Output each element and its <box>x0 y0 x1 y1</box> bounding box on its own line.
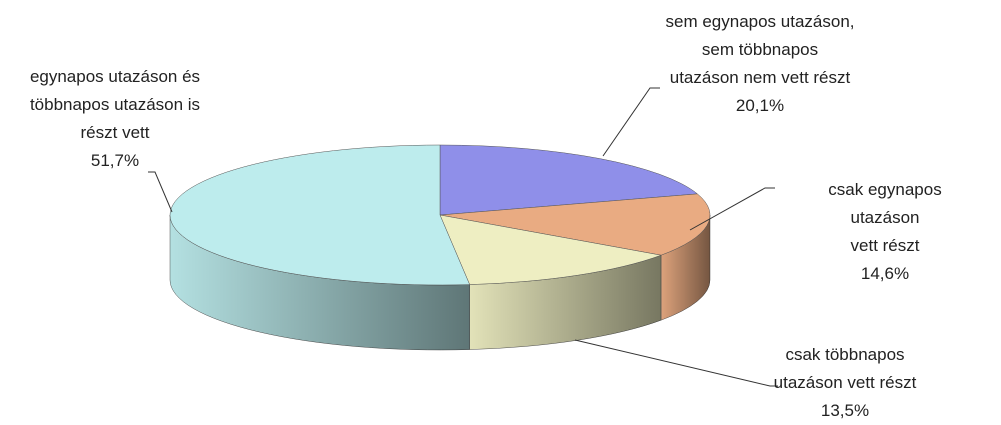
slice <box>439 144 699 216</box>
value-label: 20,1% <box>735 96 785 115</box>
slice <box>169 144 471 286</box>
slice-label: csak egynapos utazáson vett részt 14,6% <box>827 176 943 288</box>
slice-label: egynapos utazáson és többnapos utazáson … <box>30 63 200 175</box>
slices <box>169 144 711 351</box>
slice-side-shade <box>469 255 662 350</box>
slice-label: sem egynapos utazáson, sem többnapos uta… <box>665 8 854 120</box>
value-label: 14,6% <box>860 264 910 283</box>
slice-side-shade <box>661 215 710 321</box>
leader-line <box>148 171 173 213</box>
slice <box>439 193 711 256</box>
category-label: csak egynapos utazáson vett részt <box>828 180 942 255</box>
slice-label: csak többnapos utazáson vett részt 13,5% <box>774 341 917 425</box>
category-label: csak többnapos utazáson vett részt <box>773 345 917 392</box>
category-label: egynapos utazáson és többnapos utazáson … <box>29 67 201 142</box>
leader-line <box>602 87 660 157</box>
slice <box>439 214 662 285</box>
leader-line <box>689 187 775 231</box>
slice-side-shade <box>170 215 470 350</box>
leader-lines <box>148 87 778 387</box>
category-label: sem egynapos utazáson, sem többnapos uta… <box>665 12 855 87</box>
leader-line <box>574 339 778 387</box>
value-label: 51,7% <box>90 151 140 170</box>
value-label: 13,5% <box>820 401 870 420</box>
